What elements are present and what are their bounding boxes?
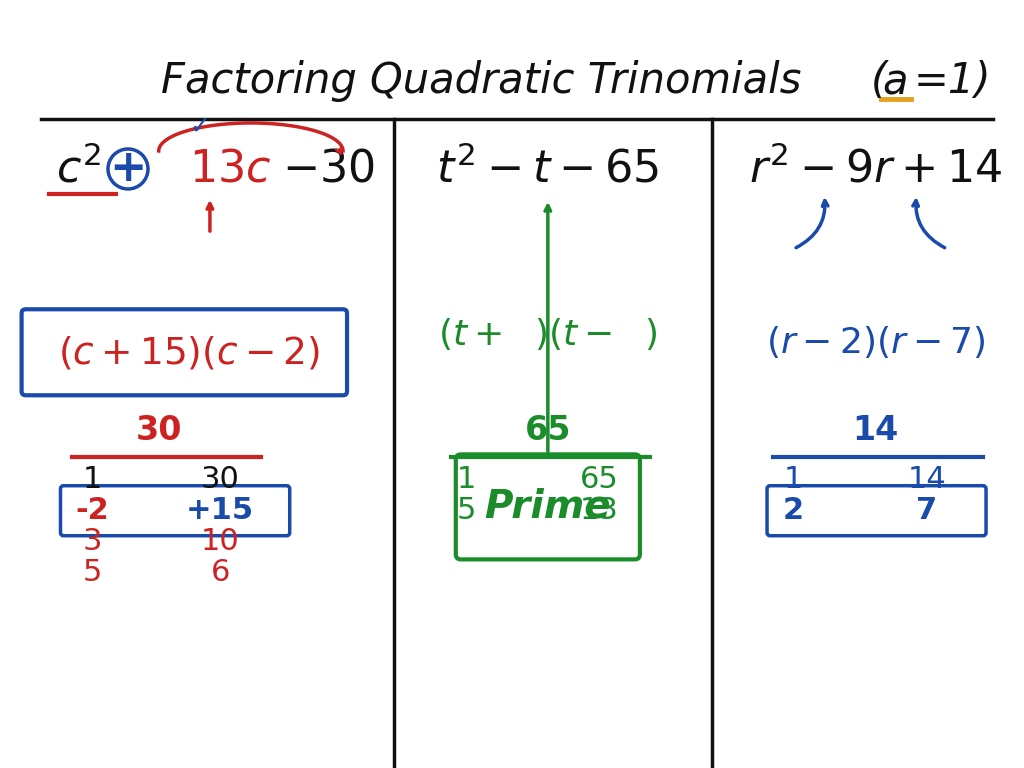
Text: $(c+15)(c-2)$: $(c+15)(c-2)$ bbox=[58, 335, 321, 372]
FancyBboxPatch shape bbox=[456, 455, 640, 559]
Text: =1): =1) bbox=[913, 60, 991, 101]
Text: $(r-2)(r-7)$: $(r-2)(r-7)$ bbox=[766, 324, 985, 359]
Text: 10: 10 bbox=[201, 527, 240, 556]
Text: 30: 30 bbox=[201, 465, 240, 495]
Text: 30: 30 bbox=[135, 414, 182, 446]
FancyBboxPatch shape bbox=[767, 485, 986, 536]
Text: 14: 14 bbox=[852, 414, 899, 446]
Text: (: ( bbox=[870, 60, 887, 101]
Text: $(t+\ \ )(t-\ \ )$: $(t+\ \ )(t-\ \ )$ bbox=[438, 316, 657, 352]
Text: $-30$: $-30$ bbox=[282, 147, 375, 190]
Text: -2: -2 bbox=[76, 496, 109, 525]
Text: 5: 5 bbox=[83, 558, 101, 587]
Text: 65: 65 bbox=[580, 465, 618, 495]
FancyBboxPatch shape bbox=[22, 310, 347, 396]
Text: $r^2-9r+14$: $r^2-9r+14$ bbox=[749, 147, 1002, 191]
Text: $13c$: $13c$ bbox=[189, 147, 272, 190]
Text: 5: 5 bbox=[457, 496, 475, 525]
FancyBboxPatch shape bbox=[60, 485, 290, 536]
Text: +: + bbox=[110, 147, 146, 190]
Text: a: a bbox=[883, 61, 908, 104]
Text: 2: 2 bbox=[783, 496, 804, 525]
Text: $c^2$: $c^2$ bbox=[56, 147, 101, 191]
Text: +15: +15 bbox=[186, 496, 254, 525]
Text: 14: 14 bbox=[907, 465, 946, 495]
Text: 1: 1 bbox=[457, 465, 475, 495]
Text: 1: 1 bbox=[83, 465, 101, 495]
Text: 1: 1 bbox=[784, 465, 803, 495]
Text: 7: 7 bbox=[916, 496, 937, 525]
Text: $t^2-t-65$: $t^2-t-65$ bbox=[436, 147, 659, 191]
Text: ✓: ✓ bbox=[189, 115, 210, 139]
Text: 6: 6 bbox=[211, 558, 229, 587]
Text: 3: 3 bbox=[82, 527, 102, 556]
Text: Prime: Prime bbox=[484, 488, 611, 526]
Text: Factoring Quadratic Trinomials: Factoring Quadratic Trinomials bbox=[161, 60, 802, 101]
Text: 13: 13 bbox=[580, 496, 618, 525]
Text: 65: 65 bbox=[524, 414, 571, 446]
